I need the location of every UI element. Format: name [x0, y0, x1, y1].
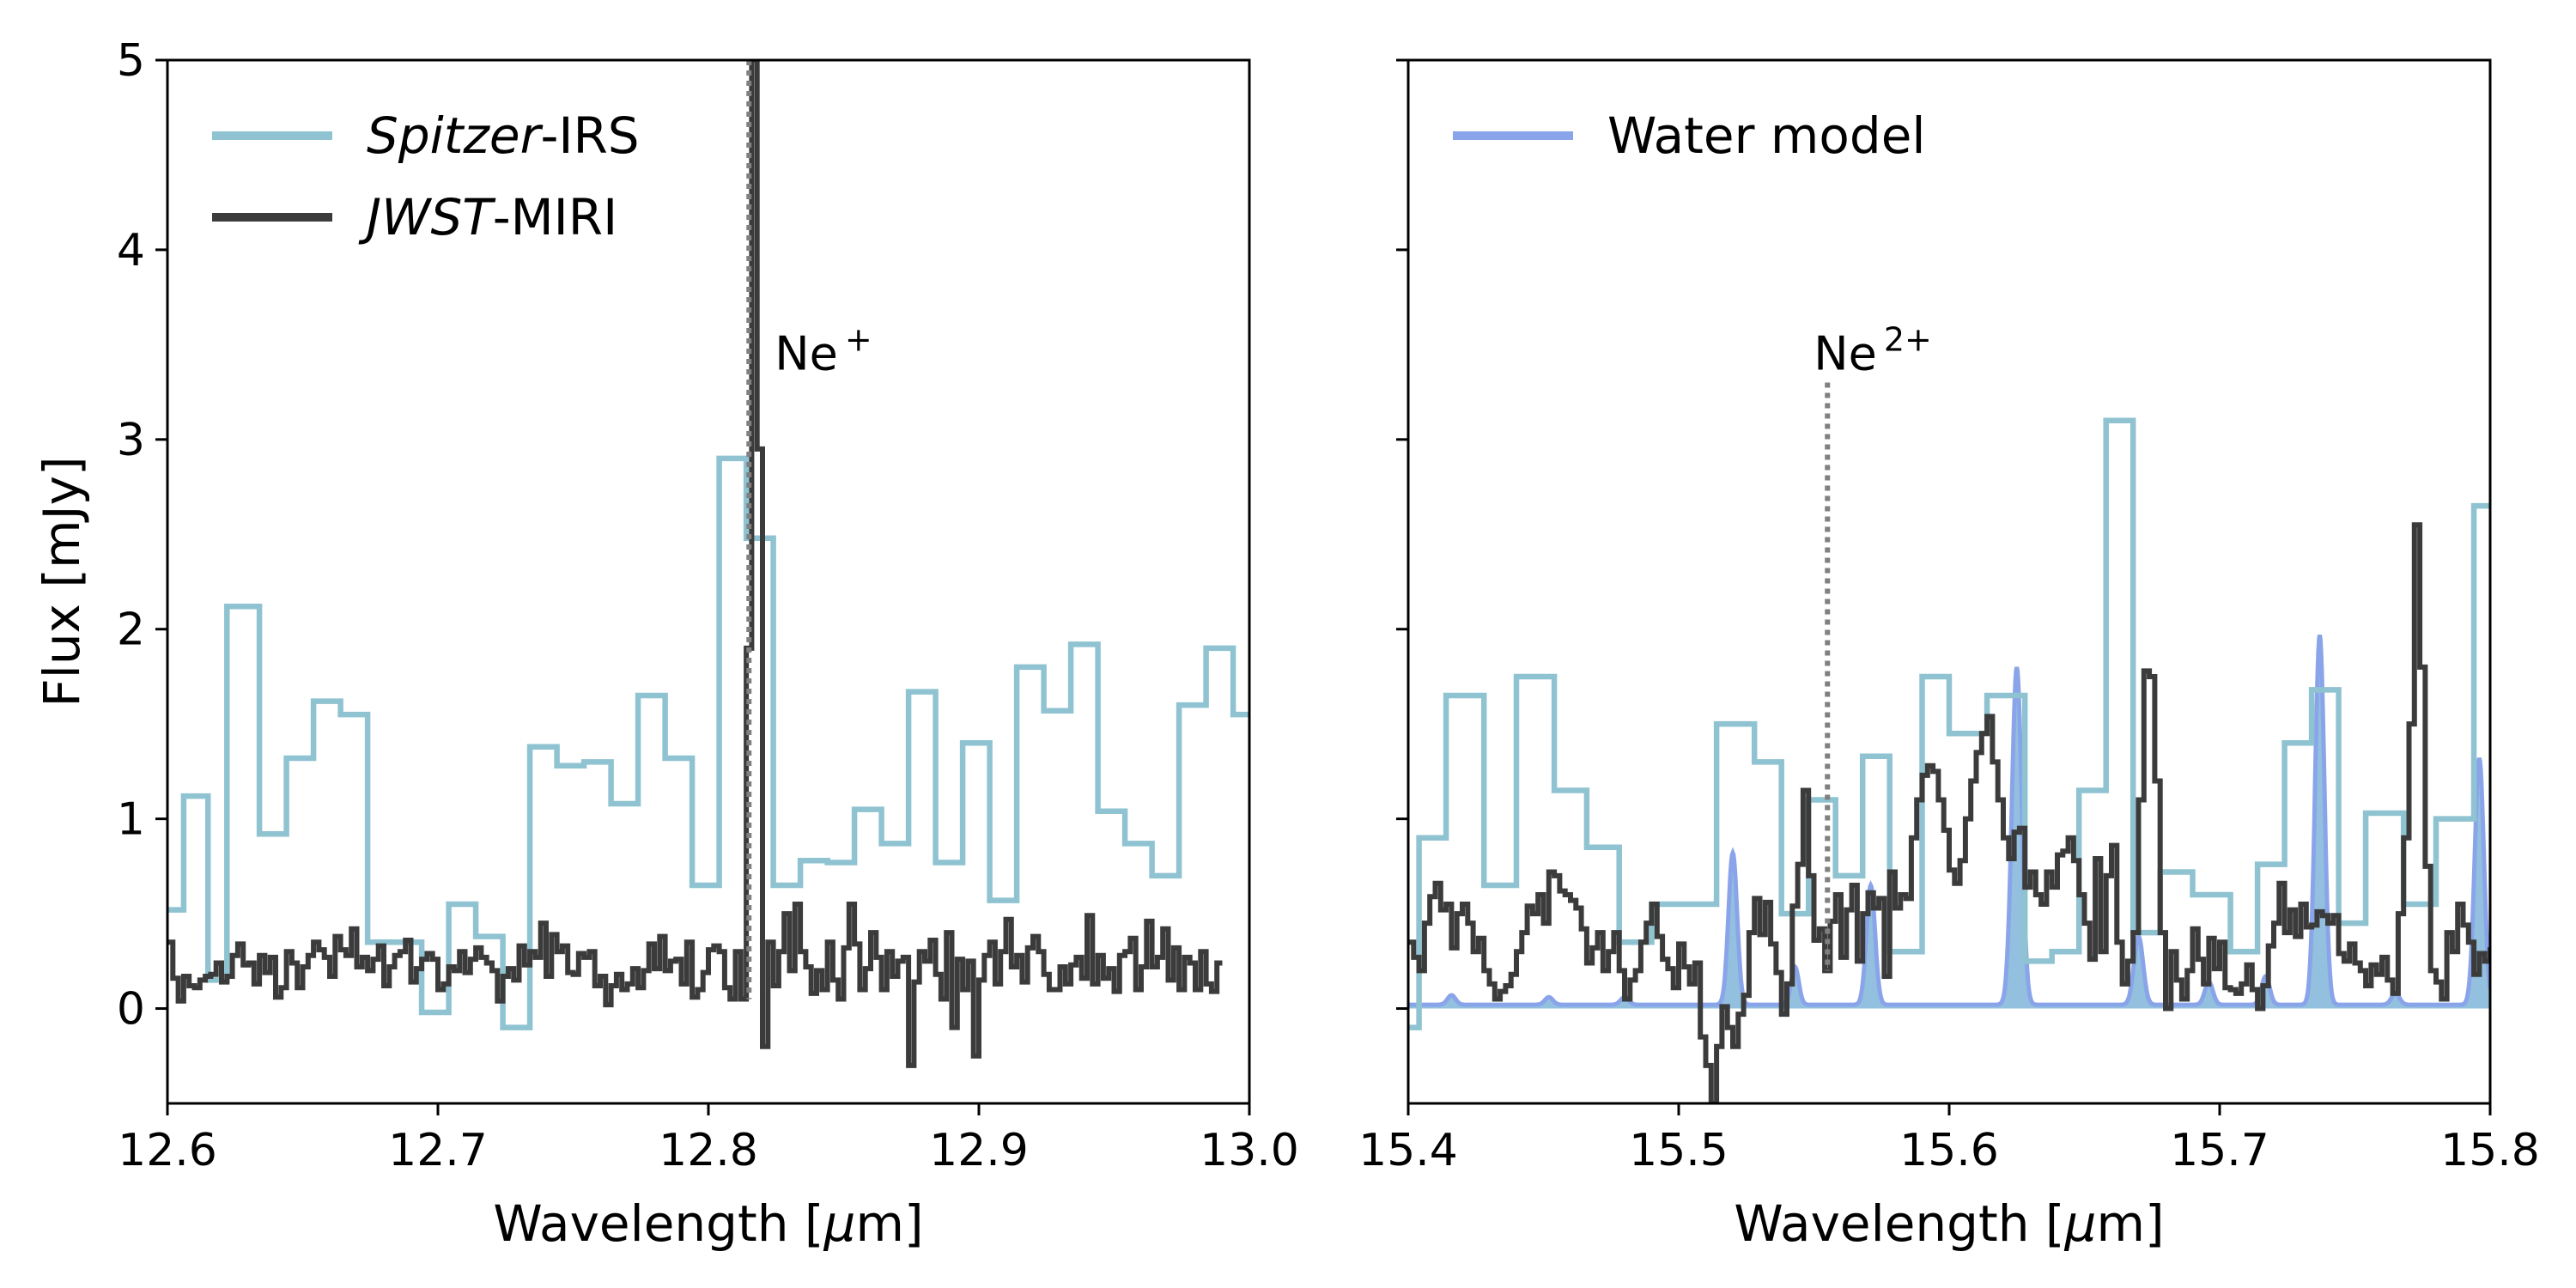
x-tick-label: 12.7 [388, 1125, 488, 1176]
panel-left: 12.6 12.7 12.8 12.9 13.0 0 1 2 3 4 5 Wavelength [μm… [33, 35, 1299, 1253]
ion-label: Ne 2+ [1814, 320, 1932, 380]
x-tick-label: 12.6 [118, 1125, 217, 1176]
spitzer-irs-series [1408, 417, 2490, 1030]
water-model-line [1408, 634, 2490, 1007]
x-tick-label: 12.8 [659, 1125, 758, 1176]
y-axis-label: Flux [mJy] [33, 456, 91, 707]
jwst-miri-series [1408, 522, 2490, 1103]
x-tick-label: 15.4 [1358, 1125, 1458, 1176]
spitzer-irs-series [167, 455, 1249, 1030]
x-tick-label: 13.0 [1200, 1125, 1299, 1176]
x-tick-label: 15.7 [2170, 1125, 2269, 1176]
x-tick-label: 15.8 [2440, 1125, 2540, 1176]
legend-label-spitzer: Spitzer-IRS [367, 106, 640, 165]
plot-area-right [1408, 382, 2490, 1103]
legend-label-jwst: JWST-MIRI [358, 188, 617, 246]
y-tick-label: 5 [117, 35, 145, 87]
x-tick-label: 12.9 [929, 1125, 1029, 1176]
x-axis-label: Wavelength [μm] [1734, 1194, 2164, 1253]
x-tick-label: 15.5 [1629, 1125, 1728, 1176]
panel-right: 15.4 15.5 15.6 15.7 15.8 Wavelength [μm] Ne 2+ W… [1358, 58, 2540, 1253]
y-tick-label: 1 [117, 794, 145, 846]
y-tick-label: 3 [117, 415, 145, 466]
ion-label: Ne + [775, 320, 872, 380]
legend-label-water_line: Water model [1607, 106, 1926, 165]
x-tick-label: 15.6 [1899, 1125, 1999, 1176]
y-tick-label: 0 [117, 984, 145, 1036]
y-tick-label: 2 [117, 605, 145, 656]
x-axis-label: Wavelength [μm] [493, 1194, 923, 1253]
y-tick-label: 4 [117, 225, 145, 276]
jwst-miri-series [167, 60, 1223, 1068]
plot-area-left [167, 60, 1249, 1068]
